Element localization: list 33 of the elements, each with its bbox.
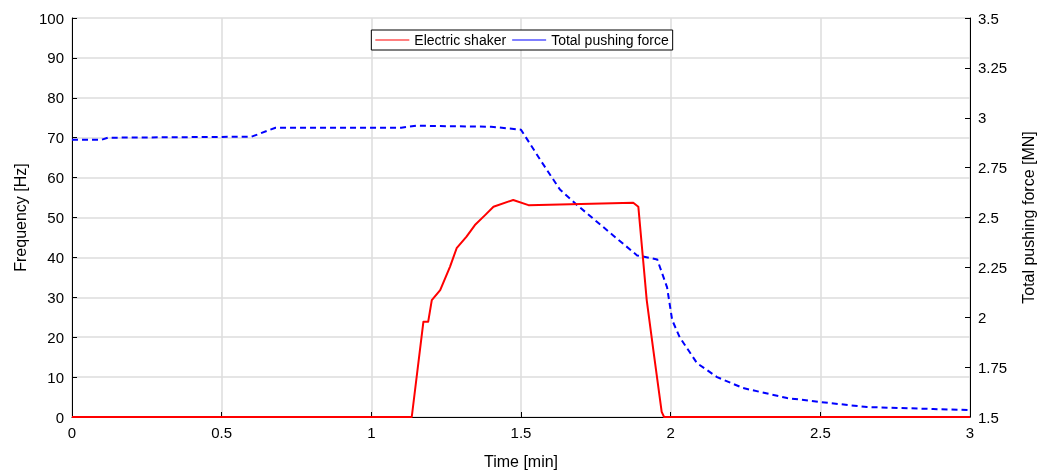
x-tick-label: 1.5 <box>510 424 532 441</box>
y2-tick-label: 3.25 <box>978 59 1008 77</box>
line-series <box>71 124 971 412</box>
x-axis-title: Time [min] <box>483 452 559 470</box>
y-tick-label: 50 <box>47 209 64 226</box>
x-tick-label: 0.5 <box>211 424 233 441</box>
x-tick-label: 2 <box>666 424 675 441</box>
y2-tick-label: 1.75 <box>978 358 1008 376</box>
y-tick-label: 40 <box>47 248 64 266</box>
y-tick-label: 30 <box>47 288 64 306</box>
y2-tick-label: 2.25 <box>978 258 1008 276</box>
x-tick-label: 1 <box>367 424 376 441</box>
y-tick-label: 90 <box>47 49 64 67</box>
y2-tick-label: 2.5 <box>978 209 999 226</box>
y-tick-label: 10 <box>47 368 64 386</box>
y-tick-label: 100 <box>38 9 64 27</box>
x-tick-label: 0 <box>67 424 77 441</box>
y2-tick-label: 2.75 <box>978 159 1008 177</box>
y-tick-label: 60 <box>47 169 64 187</box>
y2-tick-label: 3 <box>978 109 987 127</box>
y2-axis-title: Total pushing force [MN] <box>1019 131 1037 304</box>
y-axis-title: Frequency [Hz] <box>11 163 29 272</box>
y2-tick-label: 3.5 <box>978 9 999 27</box>
y-tick-label: 80 <box>47 89 64 107</box>
y-tick-label: 0 <box>55 408 64 426</box>
x-tick-label: 2.5 <box>809 424 831 441</box>
y-tick-label: 70 <box>47 129 64 147</box>
y2-tick-label: 1.5 <box>978 408 999 426</box>
y2-tick-label: 2 <box>978 308 987 326</box>
legend-label: Total pushing force <box>551 32 669 48</box>
legend-label: Electric shaker <box>414 32 507 48</box>
y-tick-label: 20 <box>47 328 64 346</box>
x-tick-label: 3 <box>965 424 975 441</box>
